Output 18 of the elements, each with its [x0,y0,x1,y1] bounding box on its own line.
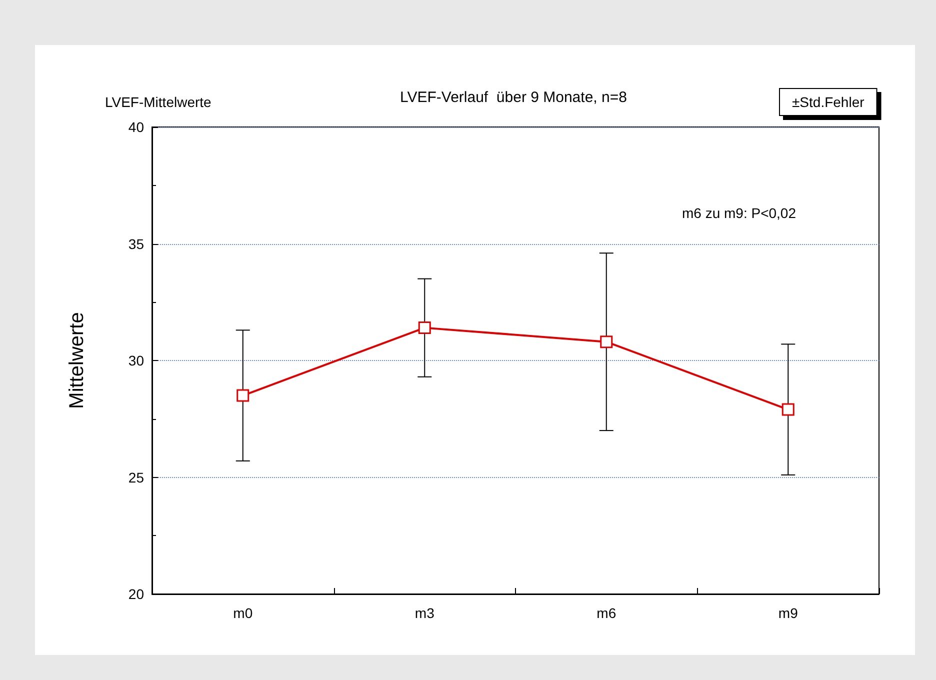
y-tick-label: 25 [128,469,144,486]
point [782,403,794,416]
chart-title: LVEF-Verlauf über 9 Monate, n=8 [400,89,627,106]
y-axis-title: Mittelwerte [66,312,88,409]
y-tick-label: 35 [128,236,144,252]
point [600,336,613,348]
annotation: m6 zu m9: P<0,02 [682,205,796,221]
y-tick-label: 40 [128,119,144,135]
text: ±Std.Fehler [792,94,865,110]
x-tick-label: m0 [233,605,253,621]
x-tick-label: m6 [596,605,616,621]
x-tick-label: m9 [778,605,798,621]
y-tick-label: 20 [128,586,144,602]
text: LVEF-Mittelwerte [105,94,212,110]
y-tick-label: 30 [128,352,144,368]
x-tick-label: m3 [414,605,435,621]
point [236,389,250,402]
point [418,322,431,334]
